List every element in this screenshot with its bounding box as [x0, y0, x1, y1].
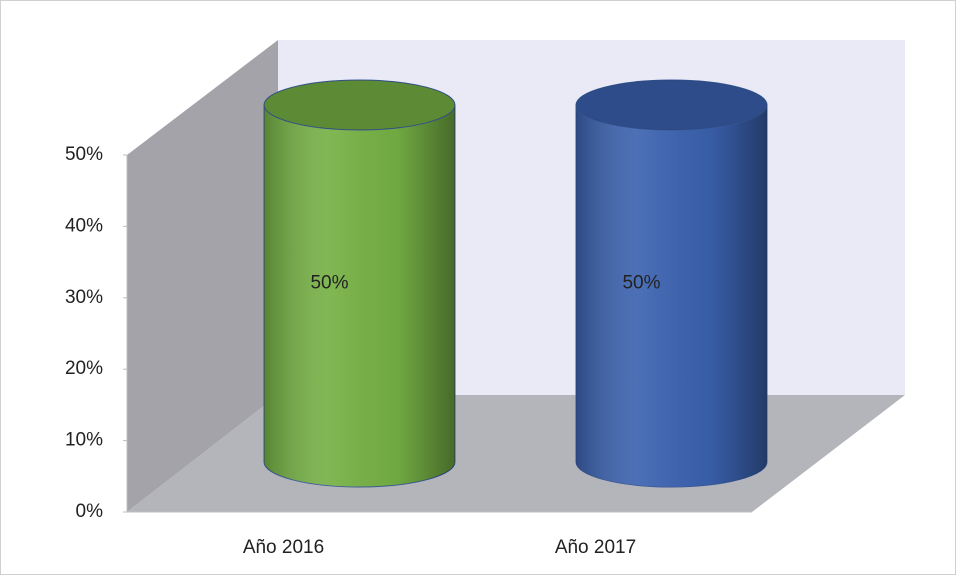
side-wall	[127, 40, 278, 512]
y-tick-label: 0%	[76, 501, 104, 522]
cylinder-top-shade	[576, 80, 767, 130]
cylinder-shade	[576, 105, 768, 487]
y-tick-label: 30%	[65, 287, 103, 308]
x-tick-label: Año 2017	[555, 537, 636, 558]
cylinder-top	[575, 79, 768, 131]
x-tick-label: Año 2016	[243, 537, 324, 558]
cylinder-shade	[264, 105, 455, 487]
y-tick-label: 20%	[65, 358, 103, 379]
cylinder-top-shade	[264, 80, 455, 130]
y-tick-label: 50%	[65, 144, 103, 165]
value-label: 50%	[310, 273, 348, 294]
y-tick-label: 10%	[65, 430, 103, 451]
cylinder-top	[263, 79, 456, 131]
y-tick-label: 40%	[65, 215, 103, 236]
value-label: 50%	[622, 273, 660, 294]
